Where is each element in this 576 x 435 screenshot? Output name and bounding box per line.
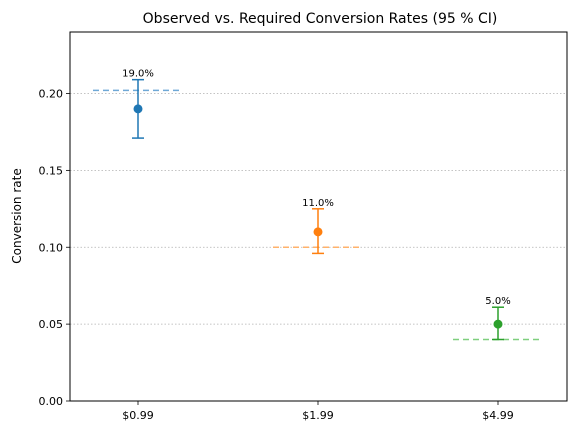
y-tick-label: 0.10 bbox=[39, 241, 64, 254]
observed-point bbox=[133, 104, 143, 114]
y-axis-label: Conversion rate bbox=[10, 168, 24, 263]
x-tick-label: $1.99 bbox=[302, 409, 334, 422]
plot-frame bbox=[69, 31, 568, 402]
observed-points bbox=[133, 104, 503, 329]
data-label: 11.0% bbox=[302, 198, 334, 209]
y-tick-label: 0.00 bbox=[39, 395, 64, 408]
chart-title: Observed vs. Required Conversion Rates (… bbox=[143, 11, 498, 27]
x-tick-label: $0.99 bbox=[122, 409, 154, 422]
y-tick-label: 0.20 bbox=[39, 88, 64, 101]
data-labels: 19.0% 11.0% 5.0% bbox=[122, 69, 511, 308]
y-tick-label: 0.05 bbox=[39, 318, 64, 331]
data-label: 5.0% bbox=[485, 296, 510, 307]
error-bars bbox=[132, 78, 504, 341]
observed-point bbox=[313, 227, 323, 237]
x-axis-ticks: $0.99 $1.99 $4.99 bbox=[122, 401, 514, 422]
y-tick-label: 0.15 bbox=[39, 164, 64, 177]
y-axis-ticks: 0.00 0.05 0.10 0.15 0.20 bbox=[39, 88, 70, 408]
data-label: 19.0% bbox=[122, 69, 154, 80]
observed-point bbox=[493, 319, 503, 329]
x-tick-label: $4.99 bbox=[482, 409, 514, 422]
